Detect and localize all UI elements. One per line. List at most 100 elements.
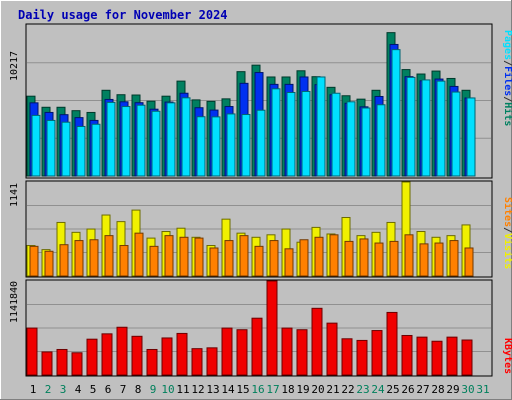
visits-bar-sites-day-27 — [419, 243, 429, 277]
hits-bar-pages-day-14 — [226, 113, 236, 177]
visits-bar-sites-day-10 — [164, 235, 174, 277]
kbytes-bar-kbytes-day-29 — [446, 336, 458, 376]
visits-ymax-label: 1141 — [9, 183, 20, 207]
hits-bar-pages-day-21 — [331, 92, 341, 177]
day-label-12: 12 — [191, 383, 204, 396]
hits-bar-pages-day-13 — [211, 116, 221, 177]
kbytes-bar-kbytes-day-13 — [206, 347, 218, 376]
kbytes-bar-kbytes-day-7 — [116, 326, 128, 376]
kbytes-bar-kbytes-day-2 — [41, 351, 53, 376]
hits-bar-pages-day-26 — [406, 76, 416, 177]
kbytes-bar-kbytes-day-12 — [191, 348, 203, 376]
day-label-30: 30 — [461, 383, 474, 396]
visits-bar-sites-day-23 — [359, 238, 369, 277]
hits-bar-pages-day-11 — [181, 97, 191, 177]
hits-bar-pages-day-23 — [361, 107, 371, 177]
day-label-24: 24 — [371, 383, 385, 396]
hits-legend-sep1: / — [502, 60, 512, 66]
hits-bar-pages-day-27 — [421, 79, 431, 177]
visits-bar-sites-day-25 — [389, 240, 399, 277]
day-label-8: 8 — [135, 383, 142, 396]
visits-bar-sites-day-20 — [314, 236, 324, 277]
kbytes-bar-kbytes-day-21 — [326, 322, 338, 376]
kbytes-bar-kbytes-day-18 — [281, 327, 293, 376]
hits-bars — [26, 32, 491, 177]
visits-legend-sep: / — [502, 227, 512, 233]
hits-bar-pages-day-24 — [376, 104, 386, 177]
visits-bar-sites-day-18 — [284, 248, 294, 277]
kbytes-ymax-label: 1141840 — [9, 281, 20, 323]
visits-bar-sites-day-14 — [224, 240, 234, 277]
hits-panel: 10217 Pages/Files/Hits — [9, 23, 512, 179]
hits-bar-pages-day-25 — [391, 49, 401, 177]
kbytes-bar-kbytes-day-20 — [311, 307, 323, 376]
day-label-17: 17 — [266, 383, 279, 396]
visits-bar-sites-day-8 — [134, 232, 144, 277]
kbytes-bar-kbytes-day-24 — [371, 330, 383, 376]
day-label-28: 28 — [431, 383, 444, 396]
visits-bar-sites-day-30 — [464, 247, 474, 277]
hits-bar-pages-day-28 — [436, 80, 446, 177]
kbytes-bar-kbytes-day-1 — [26, 327, 38, 376]
visits-bar-sites-day-26 — [404, 234, 414, 277]
kbytes-bar-kbytes-day-27 — [416, 336, 428, 376]
hits-bar-pages-day-4 — [76, 125, 86, 177]
kbytes-bar-kbytes-day-10 — [161, 337, 173, 376]
visits-bar-sites-day-15 — [239, 235, 249, 277]
day-label-15: 15 — [236, 383, 249, 396]
day-label-22: 22 — [341, 383, 354, 396]
visits-bar-sites-day-12 — [194, 237, 204, 277]
day-label-29: 29 — [446, 383, 459, 396]
kbytes-bar-kbytes-day-23 — [356, 339, 368, 376]
day-label-25: 25 — [386, 383, 399, 396]
hits-bar-pages-day-8 — [136, 104, 146, 177]
day-label-11: 11 — [176, 383, 189, 396]
day-label-2: 2 — [45, 383, 52, 396]
kbytes-bar-kbytes-day-5 — [86, 338, 98, 376]
visits-bar-sites-day-3 — [59, 244, 69, 277]
hits-ymax-label: 10217 — [9, 51, 20, 81]
day-label-26: 26 — [401, 383, 414, 396]
kbytes-bar-kbytes-day-28 — [431, 340, 443, 376]
kbytes-bar-kbytes-day-16 — [251, 317, 263, 376]
hits-bar-pages-day-15 — [241, 114, 251, 177]
visits-bar-sites-day-13 — [209, 247, 219, 277]
kbytes-bar-kbytes-day-11 — [176, 332, 188, 376]
day-label-27: 27 — [416, 383, 429, 396]
day-label-6: 6 — [105, 383, 112, 396]
visits-bar-sites-day-28 — [434, 242, 444, 277]
hits-bar-pages-day-7 — [121, 106, 131, 177]
hits-bar-pages-day-20 — [316, 76, 326, 177]
day-label-4: 4 — [75, 383, 82, 396]
visits-bar-sites-day-4 — [74, 240, 84, 277]
visits-bar-sites-day-1 — [29, 245, 39, 277]
hits-bar-pages-day-22 — [346, 101, 356, 177]
day-label-1: 1 — [30, 383, 37, 396]
visits-bar-sites-day-11 — [179, 236, 189, 277]
hits-legend-pages: Pages — [502, 30, 512, 60]
day-label-21: 21 — [326, 383, 339, 396]
visits-bar-sites-day-29 — [449, 240, 459, 277]
day-label-18: 18 — [281, 383, 294, 396]
kbytes-bar-kbytes-day-15 — [236, 329, 248, 376]
visits-bar-sites-day-22 — [344, 240, 354, 277]
hits-bar-pages-day-17 — [271, 88, 281, 177]
visits-bars — [26, 181, 491, 277]
hits-bar-pages-day-16 — [256, 109, 266, 177]
hits-bar-pages-day-12 — [196, 116, 206, 177]
hits-bar-pages-day-30 — [466, 97, 476, 177]
day-label-31: 31 — [476, 383, 489, 396]
kbytes-legend-kbytes: KBytes — [502, 338, 512, 374]
kbytes-bar-kbytes-day-3 — [56, 348, 68, 376]
visits-panel: 1141 Sites/Visits — [9, 180, 512, 278]
hits-legend-sep2: / — [502, 96, 512, 102]
hits-bar-pages-day-2 — [46, 119, 56, 177]
visits-bar-sites-day-24 — [374, 242, 384, 277]
day-label-23: 23 — [356, 383, 369, 396]
visits-bar-sites-day-17 — [269, 240, 279, 277]
day-label-16: 16 — [251, 383, 264, 396]
day-label-10: 10 — [161, 383, 174, 396]
visits-legend-sites: Sites — [502, 197, 512, 227]
day-label-14: 14 — [221, 383, 235, 396]
